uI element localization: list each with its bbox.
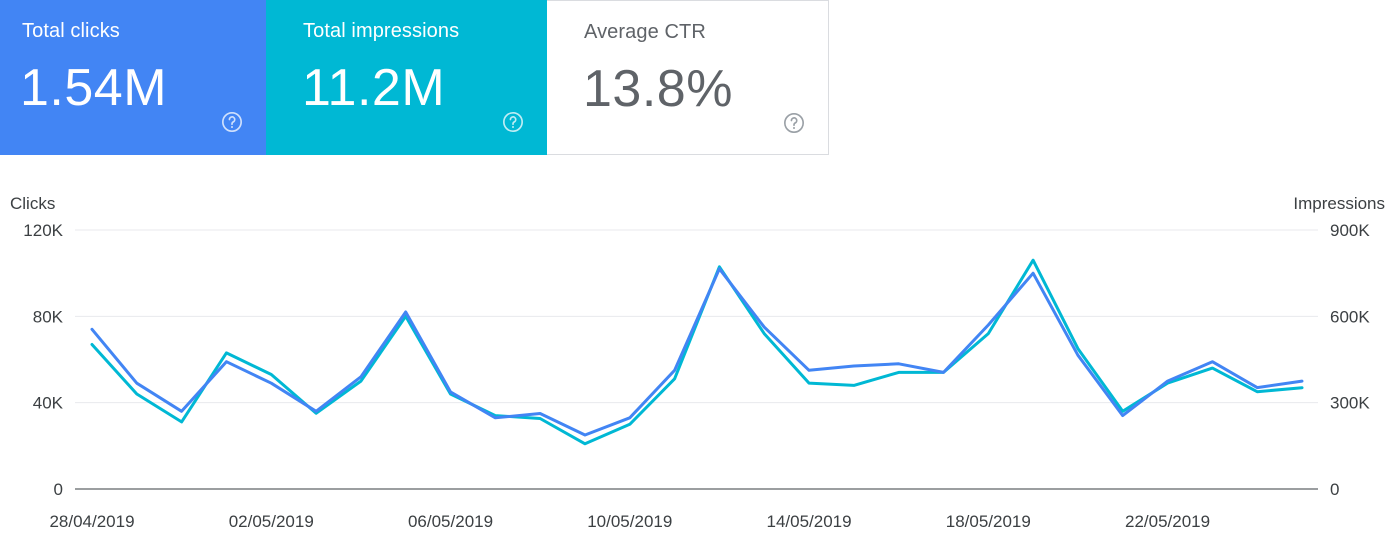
x-tick-label: 06/05/2019 [408,512,493,531]
y-tick-label-left: 80K [33,307,64,326]
clicks-series-line[interactable] [90,267,1304,437]
summary-cards: Total clicks 1.54M Total impressions 11.… [0,0,829,155]
left-axis-title: Clicks [10,194,55,213]
impressions-series-line[interactable] [90,258,1304,446]
average-ctr-value: 13.8% [583,60,733,118]
average-ctr-label: Average CTR [584,21,706,43]
y-axis-ticks: 0 0 40K 300K 80K 600K 120K 900K [23,221,1370,499]
y-tick-label-right: 0 [1330,480,1339,499]
performance-chart: Clicks Impressions 0 0 40K 300K 80K 600K 120K 9… [10,194,1385,531]
help-circle-icon[interactable] [221,111,243,133]
average-ctr-card[interactable]: Average CTR 13.8% [547,0,829,155]
y-tick-label-left: 120K [23,221,63,240]
x-tick-label: 14/05/2019 [766,512,851,531]
total-impressions-label: Total impressions [303,20,460,42]
help-circle-icon[interactable] [502,111,524,133]
help-circle-icon[interactable] [783,112,805,134]
gridlines [75,229,1318,490]
total-impressions-card[interactable]: Total impressions 11.2M [266,0,547,155]
x-tick-label: 18/05/2019 [946,512,1031,531]
x-tick-label: 22/05/2019 [1125,512,1210,531]
y-tick-label-left: 40K [33,394,64,413]
total-clicks-card[interactable]: Total clicks 1.54M [0,0,266,155]
total-impressions-value: 11.2M [302,59,446,117]
total-clicks-value: 1.54M [20,59,168,117]
y-tick-label-right: 900K [1330,221,1370,240]
x-axis-ticks: 28/04/2019 02/05/2019 06/05/2019 10/05/2019… [49,512,1210,531]
x-tick-label: 02/05/2019 [229,512,314,531]
right-axis-title: Impressions [1293,194,1385,213]
x-tick-label: 28/04/2019 [49,512,134,531]
y-tick-label-right: 300K [1330,394,1370,413]
series-lines [90,258,1304,446]
y-tick-label-right: 600K [1330,307,1370,326]
y-tick-label-left: 0 [54,480,63,499]
x-tick-label: 10/05/2019 [587,512,672,531]
total-clicks-label: Total clicks [22,20,120,42]
